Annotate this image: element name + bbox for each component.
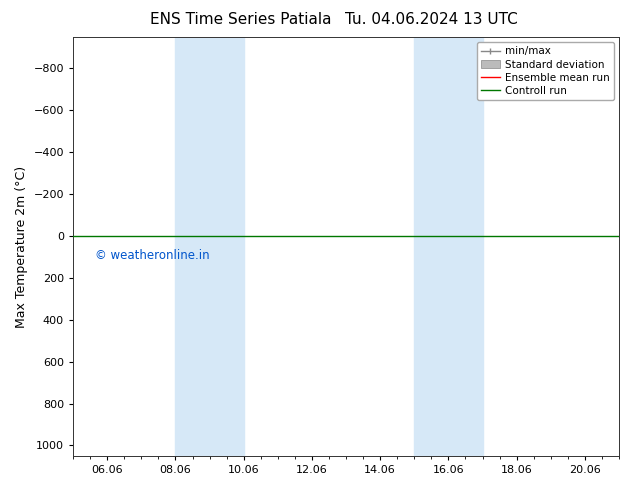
Legend: min/max, Standard deviation, Ensemble mean run, Controll run: min/max, Standard deviation, Ensemble me… [477,42,614,100]
Y-axis label: Max Temperature 2m (°C): Max Temperature 2m (°C) [15,166,28,328]
Text: © weatheronline.in: © weatheronline.in [95,248,210,262]
Text: Tu. 04.06.2024 13 UTC: Tu. 04.06.2024 13 UTC [345,12,517,27]
Text: ENS Time Series Patiala: ENS Time Series Patiala [150,12,332,27]
Bar [176,37,243,456]
Bar [414,37,482,456]
